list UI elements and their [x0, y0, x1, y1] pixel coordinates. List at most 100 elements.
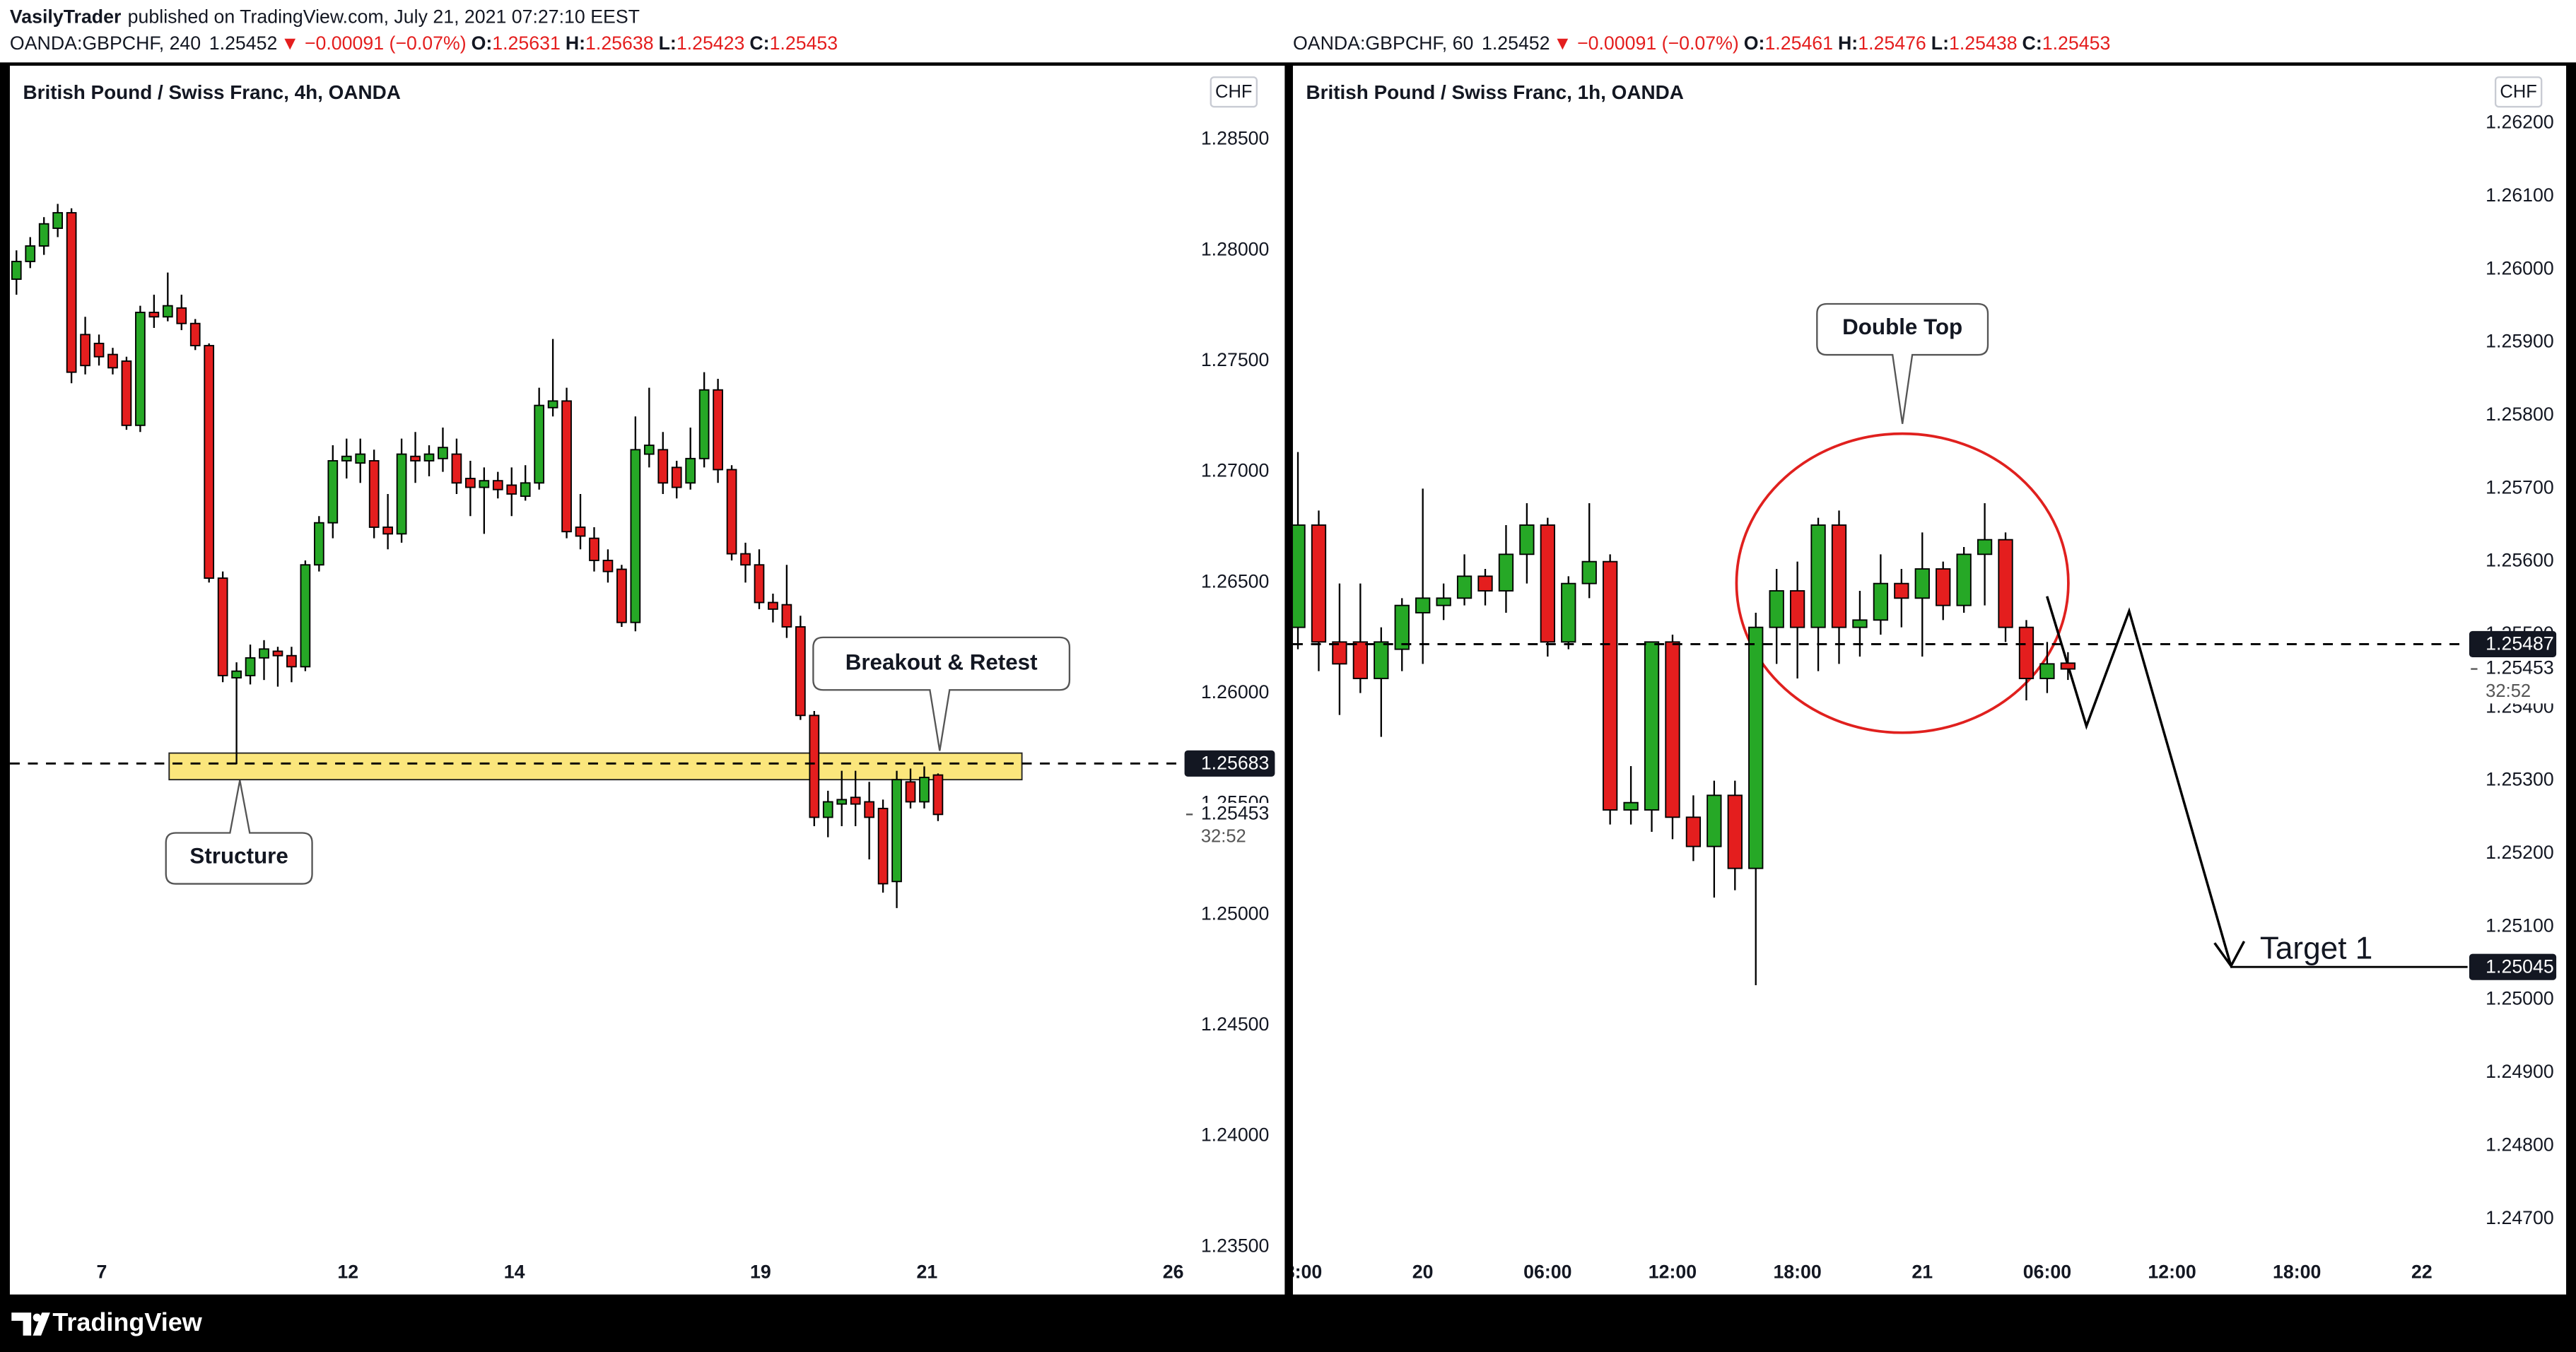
candle-body [189, 322, 201, 346]
candle-body [698, 389, 710, 459]
candle-body [1603, 560, 1618, 811]
legend-key: C: [2022, 33, 2042, 54]
right-panel [1292, 65, 2567, 1295]
candle-body [589, 537, 599, 561]
x-tick-label: 18:00 [2273, 1261, 2321, 1282]
candle-body [1810, 524, 1826, 628]
candle-body [905, 781, 916, 803]
candle-body [1769, 590, 1784, 628]
candle-body [148, 312, 160, 318]
candle-body [602, 560, 614, 572]
candle-body [768, 601, 778, 610]
y-tick-label: 1.26500 [1201, 570, 1270, 592]
candle-body [1352, 641, 1369, 679]
y-tick-label: 1.26100 [2486, 184, 2554, 206]
candle-body [1956, 553, 1972, 606]
y-tick-label: 1.27500 [1201, 349, 1270, 370]
candle-body [1519, 524, 1535, 556]
candle-body [1998, 539, 2013, 628]
x-tick-label: 20 [1412, 1261, 1434, 1282]
candle-body [781, 604, 792, 628]
candle-body [300, 564, 311, 668]
legend-last: 1.25452 [209, 33, 278, 54]
logo-mark [11, 1312, 32, 1336]
candle-body [286, 654, 297, 668]
y-tick-label: 1.25900 [2486, 331, 2554, 352]
callout-box [1816, 302, 1989, 424]
candle-body [1540, 524, 1555, 643]
y-tick-label: 1.25700 [2486, 476, 2554, 498]
candle-body [754, 564, 765, 604]
y-tick-label: 1.28500 [1201, 128, 1270, 149]
plot-area [1292, 452, 2076, 986]
callout-breakout: Breakout & Retest [812, 636, 1071, 751]
candle-body [162, 305, 173, 318]
candle-body [93, 342, 105, 358]
legend-key: O: [472, 33, 493, 54]
currency: CHF [1215, 82, 1253, 102]
candle-body [231, 670, 242, 678]
candle-body [1623, 801, 1639, 811]
candle-body [1561, 582, 1576, 643]
legend-value: 1.25631 [492, 33, 561, 54]
candle-body [465, 478, 476, 488]
candle-body [630, 449, 641, 623]
candle-body [1374, 641, 1389, 679]
candle-body [382, 527, 393, 535]
y-tick-label: 1.25200 [2486, 842, 2554, 863]
candle-body [80, 334, 90, 367]
y-tick-label: 1.23500 [1201, 1235, 1270, 1256]
candle-body [451, 453, 462, 484]
y-tick-label: 1.26000 [1201, 681, 1270, 703]
candle-body [438, 447, 448, 459]
candle-body [1311, 524, 1327, 643]
x-tick-label: 19 [750, 1261, 771, 1282]
legend-key: H: [1838, 33, 1858, 54]
target-label: Target 1 [2260, 931, 2372, 966]
candle-body [1852, 619, 1868, 628]
candle-body [368, 460, 380, 528]
callout-double-top: Double Top [1816, 302, 1989, 424]
symbol-legend: OANDA:GBPCHF, 240 1.25452 ▼ −0.00091 (−0.0… [10, 33, 838, 54]
y-tick-label: 1.26200 [2486, 112, 2554, 133]
legend-key: H: [566, 33, 585, 54]
x-tick-label: 21 [1911, 1261, 1933, 1282]
candle-body [671, 466, 682, 488]
candle-body [1914, 568, 1930, 599]
candle-body [1748, 626, 1764, 869]
candle-body [850, 796, 861, 805]
last-price: 1.25453 [2486, 657, 2554, 678]
candle-body [740, 553, 751, 566]
candle-body [2039, 663, 2055, 679]
x-tick-label: 22 [2411, 1261, 2432, 1282]
candle-body [66, 212, 77, 373]
candle-body [2060, 662, 2076, 670]
candle-body [121, 360, 132, 426]
plot-area [11, 204, 1023, 908]
candle-body [176, 307, 187, 324]
candle-body [657, 449, 669, 484]
y-tick-label: 1.25600 [2486, 550, 2554, 571]
x-tick-label: 21 [916, 1261, 937, 1282]
brand: TradingView [52, 1307, 202, 1336]
candle-body [1727, 794, 1743, 869]
y-tick-label: 1.25100 [2486, 915, 2554, 936]
candle-body [1831, 524, 1847, 628]
candle-body [1789, 590, 1805, 628]
callout-box [812, 636, 1071, 751]
double-top-circle [1735, 432, 2070, 734]
header-line: VasilyTrader published on TradingView.com… [10, 6, 640, 28]
y-tick-label: 1.25000 [2486, 988, 2554, 1009]
y-tick-label: 1.24700 [2486, 1207, 2554, 1228]
chart-title: British Pound / Swiss Franc, 1h, OANDA [1306, 81, 1684, 103]
annotation: Breakout & Retest [845, 649, 1038, 674]
candle-body [877, 807, 889, 885]
candle-body [410, 455, 421, 462]
candle-body [1456, 575, 1473, 599]
candle-body [1665, 641, 1680, 818]
currency-box [1210, 76, 1258, 108]
last-price-bg [1195, 803, 1279, 850]
x-tick-label: 18:00 [1274, 1261, 1322, 1282]
candle-body [864, 801, 874, 818]
